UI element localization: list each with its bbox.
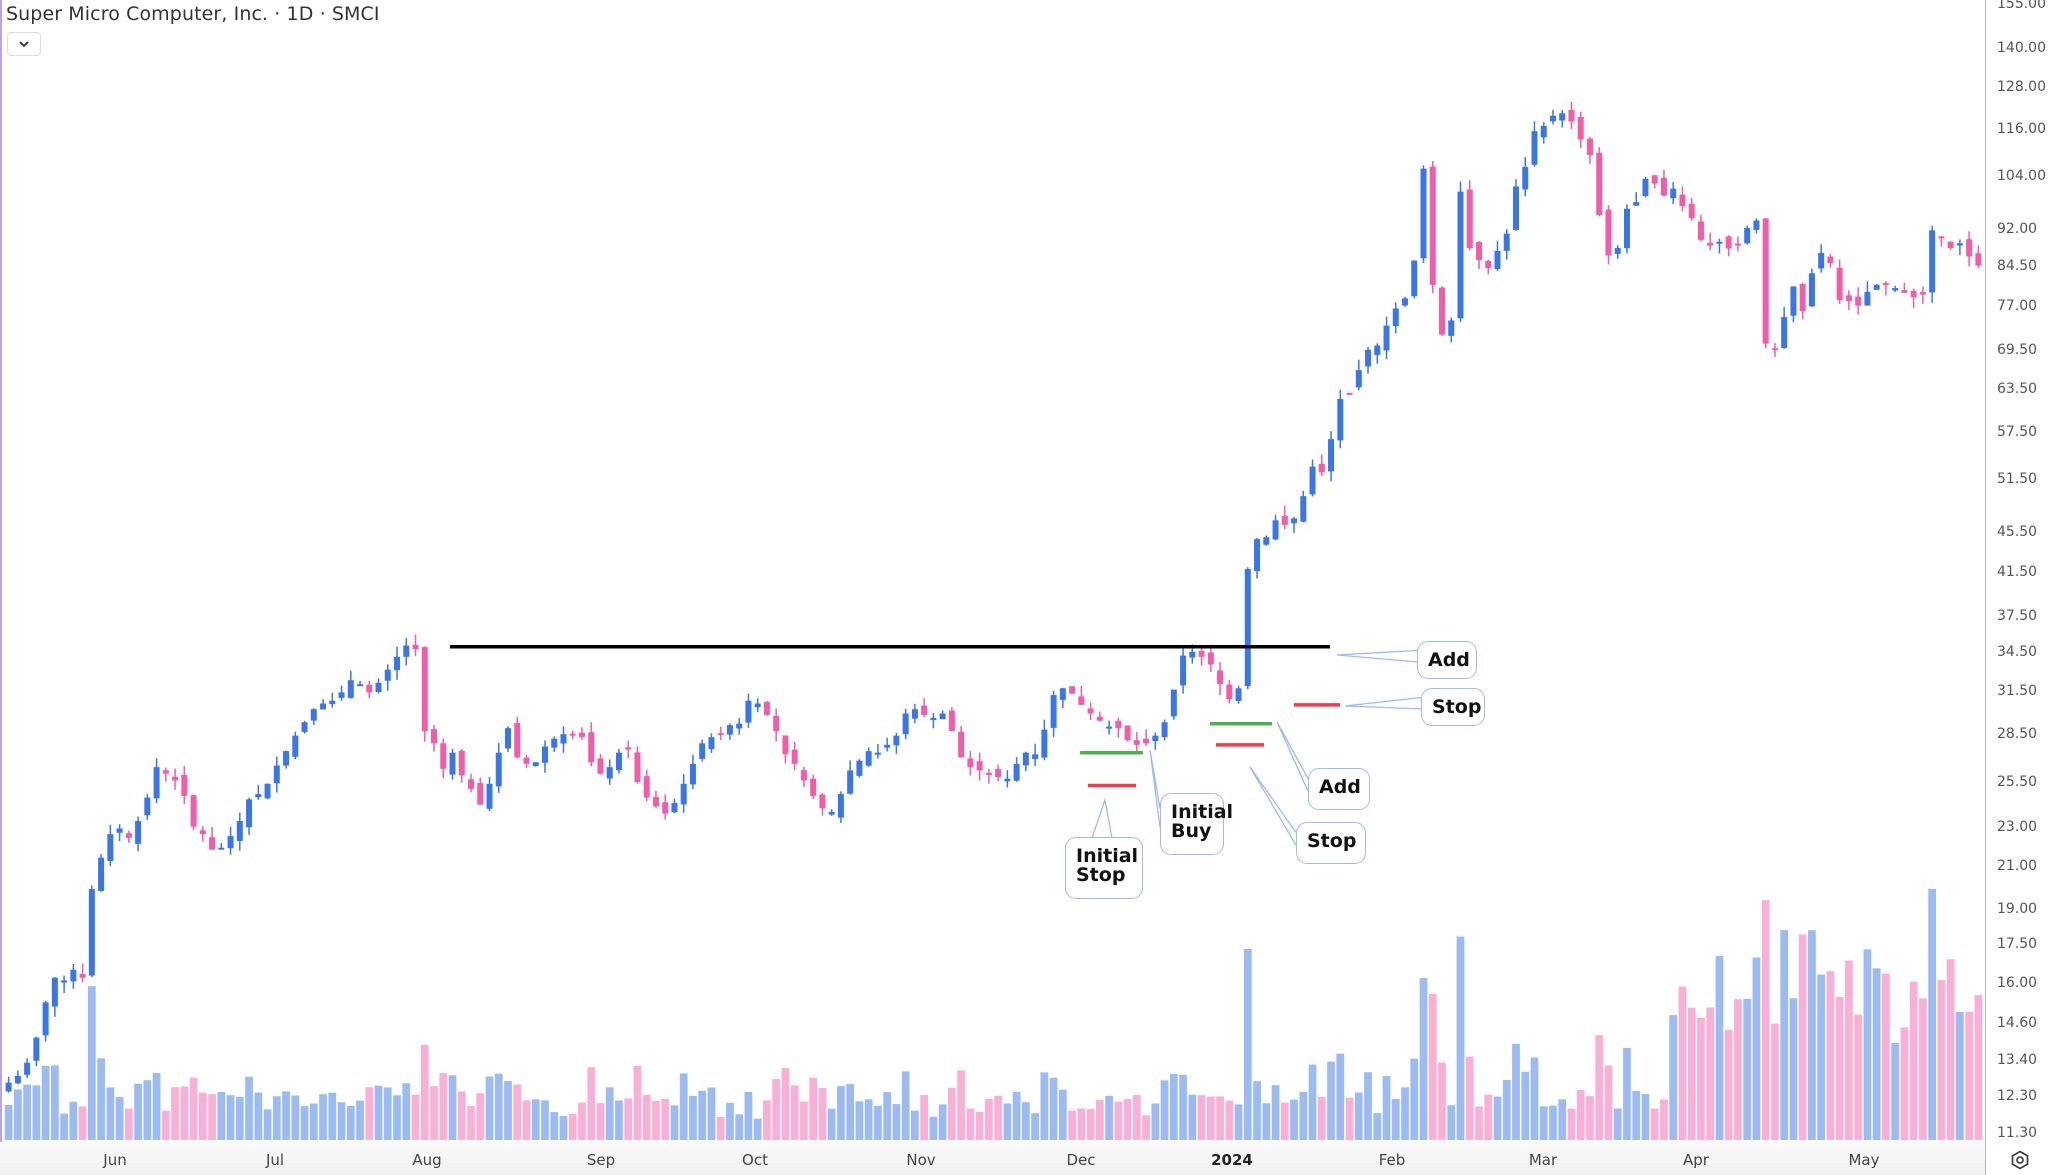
callout-add: Add bbox=[1417, 641, 1477, 679]
callout-initial-buy: Initial Buy bbox=[1160, 793, 1233, 855]
time-axis-label: Aug bbox=[412, 1151, 442, 1169]
price-axis-label: 155.00 bbox=[1997, 0, 2046, 12]
volume-histogram bbox=[4, 888, 1983, 1140]
time-axis-label: Apr bbox=[1683, 1151, 1709, 1169]
price-axis-label: 104.00 bbox=[1997, 168, 2046, 185]
chevron-down-icon bbox=[19, 41, 29, 48]
price-axis-label: 16.00 bbox=[1997, 975, 2038, 992]
price-axis-label: 34.50 bbox=[1997, 643, 2038, 660]
price-axis-label: 31.50 bbox=[1997, 682, 2038, 699]
price-axis-label: 21.00 bbox=[1997, 857, 2038, 874]
price-axis-label: 13.40 bbox=[1997, 1051, 2038, 1068]
price-axis-label: 17.50 bbox=[1997, 936, 2038, 953]
callout-initial-stop: Initial Stop bbox=[1065, 837, 1143, 899]
time-axis-label: May bbox=[1848, 1151, 1880, 1169]
price-axis-label: 37.50 bbox=[1997, 607, 2038, 624]
price-axis-label: 57.50 bbox=[1997, 423, 2038, 440]
price-axis-label: 51.50 bbox=[1997, 471, 2038, 488]
time-axis-label: Oct bbox=[742, 1151, 768, 1169]
price-axis-label: 84.50 bbox=[1997, 257, 2038, 274]
time-axis-label: 2024 bbox=[1211, 1151, 1253, 1169]
annotation-layer bbox=[450, 645, 1422, 846]
price-axis-label: 41.50 bbox=[1997, 564, 2038, 581]
price-axis-label: 77.00 bbox=[1997, 297, 2038, 314]
window-left-edge bbox=[0, 0, 2, 1175]
callout-stop: Stop bbox=[1296, 822, 1366, 864]
price-axis-label: 23.00 bbox=[1997, 818, 2038, 835]
price-axis-label: 11.30 bbox=[1997, 1125, 2038, 1141]
callout-stop: Stop bbox=[1421, 688, 1485, 726]
price-axis-label: 12.30 bbox=[1997, 1088, 2038, 1105]
chart-title: Super Micro Computer, Inc. · 1D · SMCI bbox=[6, 3, 380, 25]
time-axis-label: Feb bbox=[1378, 1151, 1406, 1169]
time-axis-label: Jun bbox=[103, 1151, 127, 1169]
time-axis-label: Sep bbox=[586, 1151, 616, 1169]
price-axis-label: 14.60 bbox=[1997, 1014, 2038, 1031]
chart-settings-button[interactable] bbox=[2010, 1150, 2030, 1170]
price-axis-label: 28.50 bbox=[1997, 726, 2038, 743]
time-axis-label: Nov bbox=[906, 1151, 936, 1169]
price-axis-label: 140.00 bbox=[1997, 39, 2046, 56]
time-axis-label: Dec bbox=[1066, 1151, 1096, 1169]
gear-hexagon-icon bbox=[2011, 1150, 2029, 1170]
price-axis-label: 128.00 bbox=[1997, 78, 2046, 95]
time-axis-label: Mar bbox=[1528, 1151, 1558, 1169]
time-axis-label: Jul bbox=[265, 1151, 285, 1169]
price-axis-label: 116.00 bbox=[1997, 120, 2046, 137]
price-axis-label: 45.50 bbox=[1997, 524, 2038, 541]
price-axis-label: 69.50 bbox=[1997, 341, 2038, 358]
price-chart[interactable] bbox=[0, 0, 1985, 1142]
price-axis-label: 25.50 bbox=[1997, 774, 2038, 791]
time-axis[interactable]: Jun Jul Aug Sep Oct Nov Dec 2024 Feb Mar Apr May bbox=[0, 1142, 1985, 1175]
price-axis-label: 19.00 bbox=[1997, 900, 2038, 917]
price-axis-label: 92.00 bbox=[1997, 220, 2038, 237]
price-axis-label: 63.50 bbox=[1997, 380, 2038, 397]
callout-add: Add bbox=[1308, 768, 1370, 810]
candlestick-series bbox=[5, 101, 1982, 1093]
collapse-legend-button[interactable] bbox=[7, 32, 41, 56]
price-axis[interactable]: 155.00 140.00 128.00 116.00 104.00 92.00 84.50… bbox=[1985, 0, 2048, 1175]
